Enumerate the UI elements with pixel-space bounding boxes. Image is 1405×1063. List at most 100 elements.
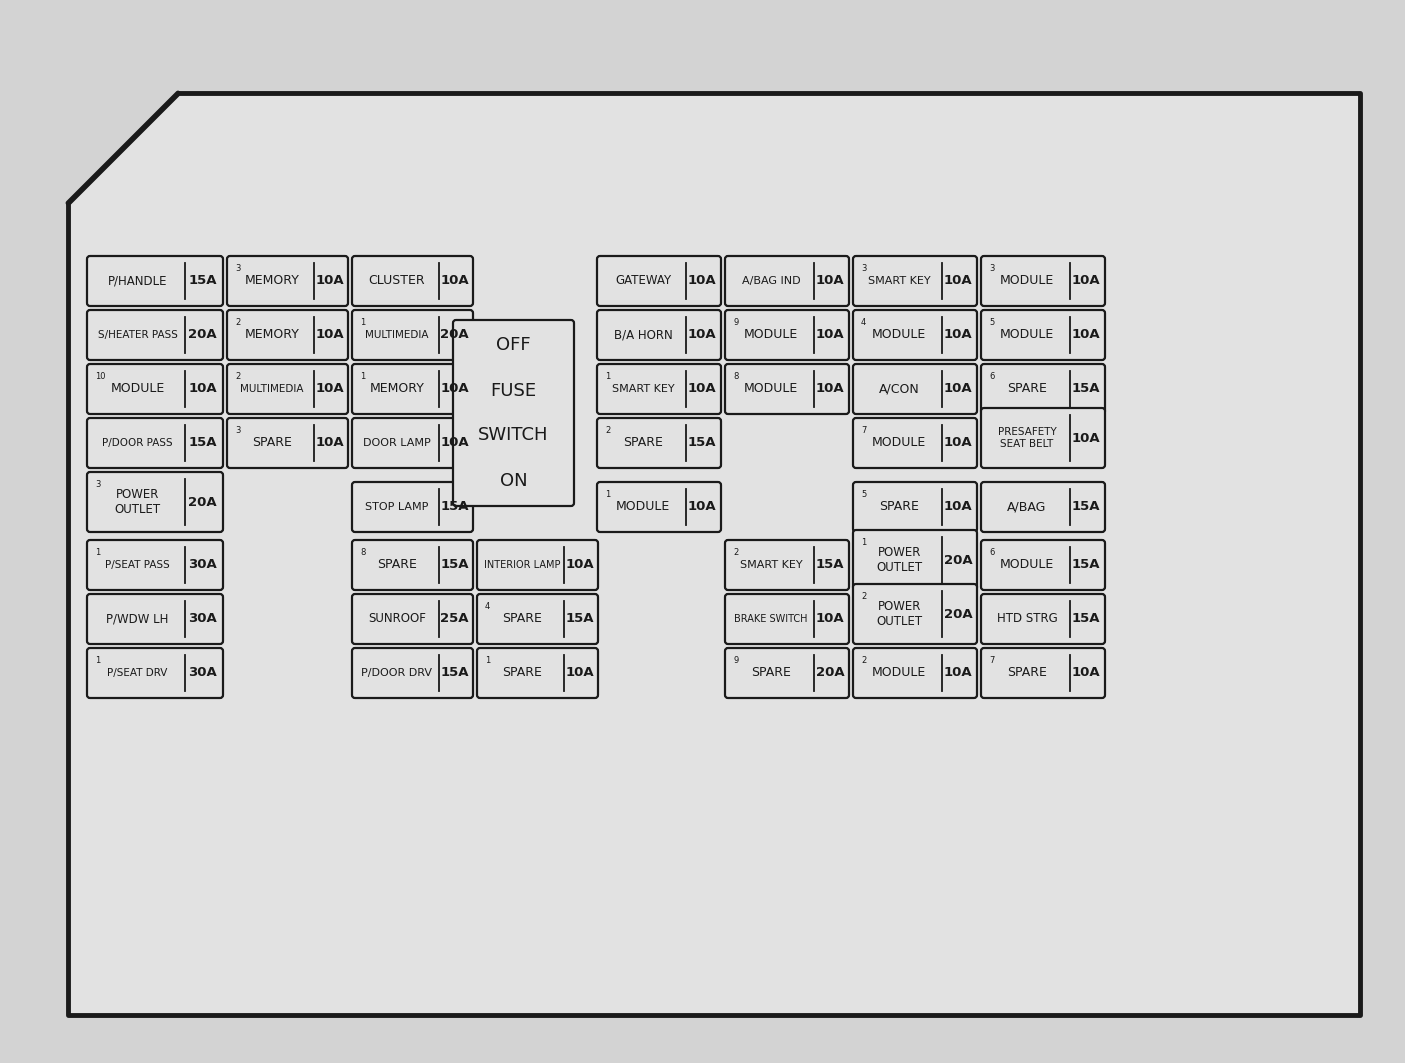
FancyBboxPatch shape <box>981 408 1104 468</box>
Text: MODULE: MODULE <box>873 437 926 450</box>
Text: 1: 1 <box>606 372 610 381</box>
Text: 7: 7 <box>989 656 995 665</box>
Text: INTERIOR LAMP: INTERIOR LAMP <box>483 560 561 570</box>
Text: ON: ON <box>500 472 527 489</box>
Text: SMART KEY: SMART KEY <box>740 560 802 570</box>
Text: 8: 8 <box>360 549 365 557</box>
Text: POWER
OUTLET: POWER OUTLET <box>875 546 922 574</box>
FancyBboxPatch shape <box>353 364 473 414</box>
FancyBboxPatch shape <box>725 648 849 698</box>
FancyBboxPatch shape <box>87 364 223 414</box>
FancyBboxPatch shape <box>228 364 348 414</box>
Text: SPARE: SPARE <box>752 667 791 679</box>
Text: MEMORY: MEMORY <box>244 274 299 287</box>
Text: 2: 2 <box>733 549 738 557</box>
Text: MODULE: MODULE <box>743 383 798 395</box>
Text: 15A: 15A <box>188 437 216 450</box>
FancyBboxPatch shape <box>981 540 1104 590</box>
FancyBboxPatch shape <box>853 256 976 306</box>
Text: P/SEAT DRV: P/SEAT DRV <box>107 668 167 678</box>
FancyBboxPatch shape <box>725 594 849 644</box>
Text: 25A: 25A <box>440 612 469 625</box>
Text: 2: 2 <box>235 318 240 327</box>
Text: 20A: 20A <box>816 667 844 679</box>
Text: MODULE: MODULE <box>615 501 670 513</box>
FancyBboxPatch shape <box>228 418 348 468</box>
Text: MULTIMEDIA: MULTIMEDIA <box>240 384 303 394</box>
Text: 2: 2 <box>606 426 610 435</box>
Text: 15A: 15A <box>188 274 216 287</box>
Text: SPARE: SPARE <box>377 558 417 572</box>
FancyBboxPatch shape <box>597 482 721 532</box>
Text: PRESAFETY
SEAT BELT: PRESAFETY SEAT BELT <box>998 427 1057 449</box>
Text: MODULE: MODULE <box>743 328 798 341</box>
Text: 1: 1 <box>485 656 490 665</box>
Text: MODULE: MODULE <box>873 328 926 341</box>
Text: MODULE: MODULE <box>1000 274 1054 287</box>
FancyBboxPatch shape <box>725 364 849 414</box>
Text: BRAKE SWITCH: BRAKE SWITCH <box>735 614 808 624</box>
Text: 10A: 10A <box>1072 667 1100 679</box>
Text: SPARE: SPARE <box>1007 667 1047 679</box>
Text: 3: 3 <box>96 480 100 489</box>
FancyBboxPatch shape <box>981 594 1104 644</box>
Text: HTD STRG: HTD STRG <box>996 612 1058 625</box>
Text: 1: 1 <box>606 490 610 499</box>
Text: 30A: 30A <box>188 612 216 625</box>
Text: SPARE: SPARE <box>880 501 919 513</box>
Text: 10A: 10A <box>315 274 344 287</box>
Text: 20A: 20A <box>440 328 469 341</box>
Text: MODULE: MODULE <box>873 667 926 679</box>
Text: A/BAG IND: A/BAG IND <box>742 276 801 286</box>
Text: DOOR LAMP: DOOR LAMP <box>362 438 431 448</box>
Text: P/DOOR PASS: P/DOOR PASS <box>103 438 173 448</box>
Text: 10A: 10A <box>816 328 844 341</box>
FancyBboxPatch shape <box>353 310 473 360</box>
Text: CLUSTER: CLUSTER <box>368 274 426 287</box>
Text: FUSE: FUSE <box>490 382 537 400</box>
Text: SPARE: SPARE <box>502 612 542 625</box>
FancyBboxPatch shape <box>981 482 1104 532</box>
Text: SPARE: SPARE <box>251 437 292 450</box>
FancyBboxPatch shape <box>853 310 976 360</box>
FancyBboxPatch shape <box>87 310 223 360</box>
Text: 10A: 10A <box>188 383 216 395</box>
FancyBboxPatch shape <box>853 648 976 698</box>
FancyBboxPatch shape <box>981 256 1104 306</box>
Text: 15A: 15A <box>816 558 844 572</box>
Text: 10A: 10A <box>816 612 844 625</box>
Text: 1: 1 <box>360 372 365 381</box>
FancyBboxPatch shape <box>228 310 348 360</box>
Text: A/CON: A/CON <box>878 383 919 395</box>
Text: OFF: OFF <box>496 337 531 354</box>
Text: B/A HORN: B/A HORN <box>614 328 673 341</box>
Text: MEMORY: MEMORY <box>370 383 424 395</box>
Text: 10A: 10A <box>565 667 594 679</box>
Polygon shape <box>67 92 1360 1015</box>
Text: 15A: 15A <box>1072 558 1100 572</box>
FancyBboxPatch shape <box>725 256 849 306</box>
Text: 10A: 10A <box>688 274 717 287</box>
FancyBboxPatch shape <box>981 648 1104 698</box>
Text: 10A: 10A <box>315 437 344 450</box>
FancyBboxPatch shape <box>853 364 976 414</box>
Text: 1: 1 <box>861 538 867 547</box>
FancyBboxPatch shape <box>87 256 223 306</box>
FancyBboxPatch shape <box>353 256 473 306</box>
Text: 10A: 10A <box>1072 328 1100 341</box>
Text: 9: 9 <box>733 656 738 665</box>
Text: POWER
OUTLET: POWER OUTLET <box>114 488 160 516</box>
Text: P/SEAT PASS: P/SEAT PASS <box>105 560 170 570</box>
Text: 15A: 15A <box>440 667 469 679</box>
Text: 10A: 10A <box>440 383 469 395</box>
Text: 10A: 10A <box>944 274 972 287</box>
Text: 10A: 10A <box>944 667 972 679</box>
Text: 4: 4 <box>485 602 490 611</box>
Text: 10A: 10A <box>688 501 717 513</box>
Text: 5: 5 <box>989 318 995 327</box>
Text: MULTIMEDIA: MULTIMEDIA <box>365 330 429 340</box>
Text: 3: 3 <box>989 264 995 273</box>
Text: STOP LAMP: STOP LAMP <box>365 502 429 512</box>
FancyBboxPatch shape <box>725 310 849 360</box>
FancyBboxPatch shape <box>87 594 223 644</box>
